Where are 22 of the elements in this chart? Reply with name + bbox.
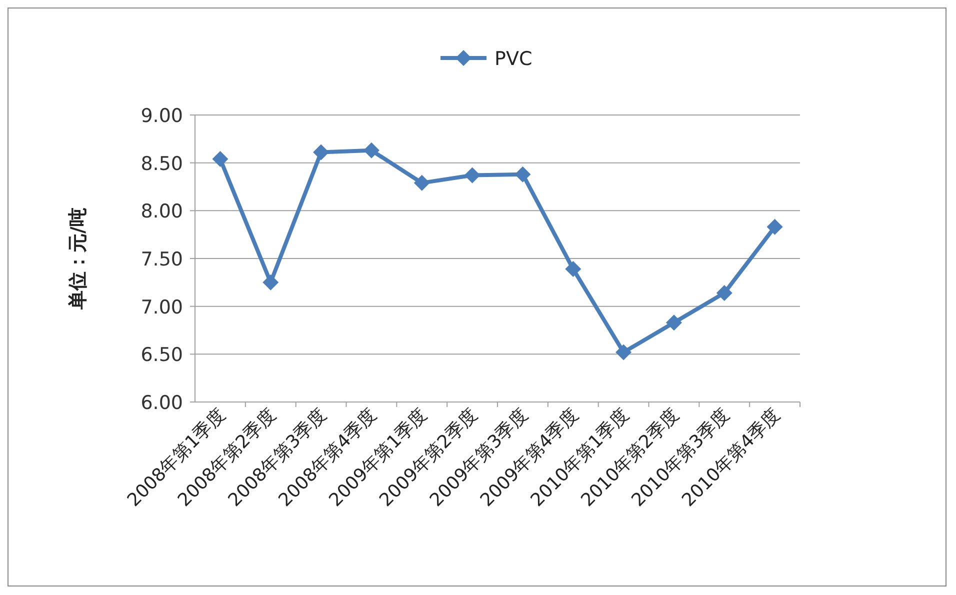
point bbox=[766, 218, 783, 235]
point bbox=[262, 274, 279, 290]
point bbox=[716, 284, 732, 301]
point bbox=[313, 144, 330, 160]
point bbox=[363, 142, 380, 158]
point bbox=[514, 166, 531, 182]
y-tick-label: 9.00 bbox=[140, 105, 183, 127]
y-axis-title: 单位：元/吨 bbox=[67, 208, 89, 310]
point bbox=[464, 167, 480, 184]
legend: PVC bbox=[440, 48, 532, 70]
legend-label: PVC bbox=[494, 48, 532, 70]
point bbox=[414, 174, 430, 191]
y-tick-label: 6.00 bbox=[140, 392, 183, 414]
point bbox=[212, 151, 228, 168]
point bbox=[666, 314, 682, 331]
point bbox=[616, 344, 632, 360]
y-tick-label: 7.00 bbox=[140, 296, 183, 318]
y-tick-label: 6.50 bbox=[140, 344, 183, 366]
y-tick-label: 8.00 bbox=[140, 200, 183, 223]
point bbox=[565, 261, 582, 278]
y-tick-label: 8.50 bbox=[140, 152, 183, 175]
y-tick-label: 7.50 bbox=[140, 248, 183, 270]
